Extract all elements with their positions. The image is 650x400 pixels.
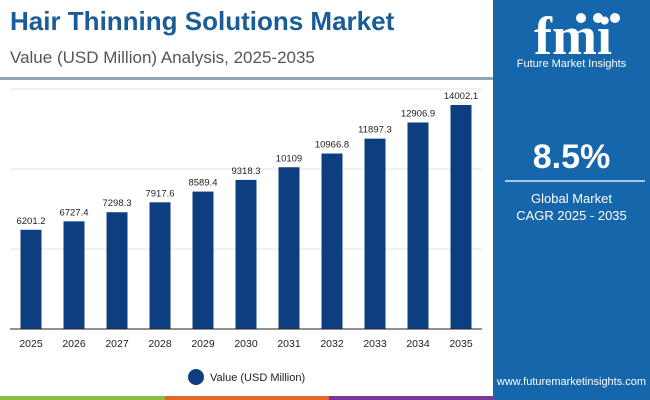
legend-marker: [188, 369, 204, 385]
x-tick-label-2034: 2034: [406, 338, 430, 350]
x-tick-label-2031: 2031: [277, 338, 301, 350]
bar-2031: [278, 167, 300, 329]
bar-2028: [149, 202, 171, 329]
value-label-2033: 11897.3: [358, 125, 392, 136]
bar-2033: [364, 138, 386, 329]
stripe-purple: [329, 396, 493, 400]
fmi-logo: fmi: [534, 8, 620, 58]
bar-2035: [450, 104, 472, 329]
bar-2032: [321, 153, 343, 329]
value-label-2029: 8589.4: [188, 178, 217, 189]
bar-2029: [192, 191, 214, 329]
cagr-line1: Global Market: [531, 191, 612, 206]
bar-2027: [106, 212, 128, 329]
x-tick-label-2032: 2032: [320, 338, 344, 350]
x-tick-label-2026: 2026: [62, 338, 86, 350]
cagr-line2: CAGR 2025 - 2035: [516, 208, 627, 223]
website-link[interactable]: www.futuremarketinsights.com: [496, 376, 647, 388]
x-tick-label-2030: 2030: [234, 338, 258, 350]
value-label-2027: 7298.3: [102, 198, 131, 209]
legend-label: Value (USD Million): [210, 372, 305, 384]
x-tick-label-2027: 2027: [105, 338, 129, 350]
stripe-green: [0, 396, 165, 400]
bar-2030: [235, 179, 257, 329]
stripe-orange: [165, 396, 329, 400]
value-label-2031: 10109: [276, 153, 302, 164]
value-label-2032: 10966.8: [315, 140, 349, 151]
x-tick-label-2025: 2025: [19, 338, 43, 350]
chart-title: Hair Thinning Solutions Market: [10, 6, 395, 36]
x-tick-label-2028: 2028: [148, 338, 172, 350]
value-label-2026: 6727.4: [59, 207, 88, 218]
cagr-label: Global Market CAGR 2025 - 2035: [493, 190, 650, 224]
value-label-2034: 12906.9: [401, 108, 435, 119]
bar-2025: [20, 229, 42, 329]
brand-name: Future Market Insights: [516, 58, 627, 70]
value-label-2028: 7917.6: [145, 188, 174, 199]
value-label-2025: 6201.2: [16, 216, 45, 227]
x-tick-label-2029: 2029: [191, 338, 215, 350]
value-label-2035: 14002.1: [444, 91, 478, 102]
x-tick-label-2033: 2033: [363, 338, 387, 350]
value-label-2030: 9318.3: [231, 166, 260, 177]
header-divider: [0, 77, 493, 80]
bar-2026: [63, 221, 85, 329]
chart-subtitle: Value (USD Million) Analysis, 2025-2035: [10, 48, 315, 67]
x-tick-label-2035: 2035: [449, 338, 473, 350]
side-panel: fmi Future Market Insights 8.5% Global M…: [493, 0, 650, 400]
bar-chart: 6201.2 2025 6727.4 2026 7298.3 2027 7917.6 2028…: [10, 88, 482, 385]
panel-divider: [505, 180, 645, 182]
bar-2034: [407, 122, 429, 330]
cagr-value: 8.5%: [532, 138, 611, 176]
